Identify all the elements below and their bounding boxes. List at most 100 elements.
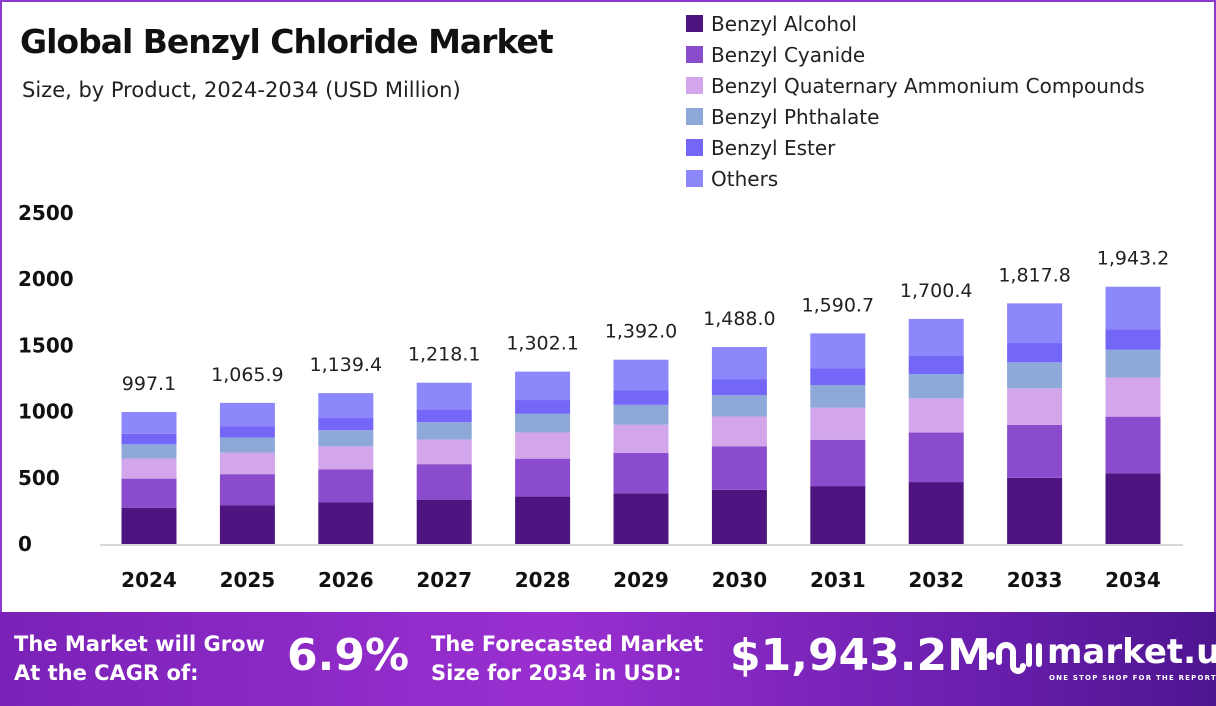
y-tick-label: 2500 (18, 201, 74, 225)
footer-banner: The Market will Grow At the CAGR of: 6.9%… (0, 612, 1216, 706)
bar-segment (515, 400, 571, 414)
bar-segment (219, 474, 275, 506)
bar-segment (1105, 349, 1161, 378)
bar-segment (613, 404, 669, 425)
brand-tagline: ONE STOP SHOP FOR THE REPORTS (1049, 674, 1216, 682)
x-tick-label: 2031 (810, 568, 866, 592)
bar-total-label: 1,302.1 (506, 333, 579, 355)
bar-segment (1105, 416, 1161, 474)
stacked-bar-chart: 0 500 1000 1500 2000 2500 997.1 2024 1,065.9 2025… (18, 201, 1183, 592)
x-tick-label: 2029 (613, 568, 669, 592)
y-tick-label: 2000 (18, 267, 74, 291)
bar-segment (515, 496, 571, 544)
legend-label: Benzyl Phthalate (711, 104, 880, 129)
x-tick-label: 2033 (1007, 568, 1063, 592)
y-tick-label: 1000 (18, 400, 74, 424)
x-tick-label: 2028 (515, 568, 571, 592)
chart-subtitle: Size, by Product, 2024-2034 (USD Million… (22, 78, 461, 102)
bar-segment (416, 439, 472, 465)
bar-segment (416, 499, 472, 544)
bar-segment (711, 395, 767, 417)
x-tick-label: 2027 (416, 568, 472, 592)
cagr-label-line2: At the CAGR of: (14, 661, 199, 685)
legend-item: Others (686, 163, 1145, 194)
x-tick-label: 2025 (220, 568, 276, 592)
bar-segment (318, 502, 374, 544)
bar-segment (219, 437, 275, 453)
bar-segment (711, 416, 767, 447)
chart-title: Global Benzyl Chloride Market (20, 22, 554, 61)
bar-segment (121, 433, 177, 445)
bar-segment (810, 384, 866, 408)
bar-total-label: 1,065.9 (211, 364, 284, 386)
bar-segment (1007, 303, 1063, 344)
logo-mark-icon (987, 642, 1042, 674)
bar-segment (416, 464, 472, 500)
legend-label: Benzyl Cyanide (711, 42, 866, 67)
bar-segment (1007, 388, 1063, 425)
bar-segment (613, 390, 669, 405)
cagr-value: 6.9% (287, 630, 410, 681)
bar-segment (219, 452, 275, 475)
brand-name: market.us (1047, 632, 1216, 672)
bar-segment (318, 469, 374, 503)
bar-segment (515, 432, 571, 459)
bar-segment (1105, 473, 1161, 544)
bar-segment (613, 452, 669, 494)
forecast-label-line1: The Forecasted Market (431, 632, 704, 656)
legend-swatch (686, 46, 703, 63)
bar-segment (121, 411, 177, 434)
bar-segment (1105, 377, 1161, 417)
x-tick-label: 2034 (1105, 568, 1161, 592)
bar-segment (810, 486, 866, 544)
legend-label: Others (711, 166, 779, 191)
x-tick-label: 2024 (121, 568, 177, 592)
y-tick-label: 500 (18, 466, 60, 490)
legend-label: Benzyl Alcohol (711, 11, 857, 36)
x-tick-label: 2026 (318, 568, 374, 592)
bar-segment (1105, 329, 1161, 350)
bar-segment (908, 356, 964, 375)
bar-segment (711, 489, 767, 544)
legend-item: Benzyl Phthalate (686, 101, 1145, 132)
bar-segment (613, 424, 669, 453)
legend-swatch (686, 139, 703, 156)
legend-label: Benzyl Quaternary Ammonium Compounds (711, 73, 1145, 98)
bar-segment (1007, 424, 1063, 478)
bar-segment (613, 493, 669, 544)
bar-segment (219, 426, 275, 438)
bar-total-label: 1,488.0 (703, 308, 776, 330)
bar-total-label: 997.1 (122, 373, 176, 395)
bar-segment (121, 458, 177, 479)
bar-segment (613, 359, 669, 391)
bar-total-label: 1,817.8 (998, 264, 1071, 286)
bar-segment (908, 318, 964, 357)
bar-segment (1007, 343, 1063, 363)
x-tick-label: 2032 (908, 568, 964, 592)
bar-segment (810, 368, 866, 385)
bar-segment (1007, 477, 1063, 544)
bar-segment (1007, 362, 1063, 389)
bar-segment (416, 382, 472, 410)
legend-swatch (686, 170, 703, 187)
bar-segment (219, 402, 275, 427)
bar-segment (810, 333, 866, 369)
bar-segment (908, 432, 964, 483)
y-tick-label: 0 (18, 532, 32, 556)
bar-segment (515, 458, 571, 497)
bar-segment (1105, 286, 1161, 330)
bar-segment (318, 418, 374, 431)
bar-segment (711, 446, 767, 490)
bar-segment (416, 409, 472, 423)
legend-item: Benzyl Cyanide (686, 39, 1145, 70)
bar-segment (416, 422, 472, 440)
bar-total-label: 1,139.4 (310, 354, 383, 376)
bar-total-label: 1,590.7 (802, 294, 875, 316)
bar-segment (318, 446, 374, 470)
bar-total-label: 1,218.1 (408, 344, 481, 366)
cagr-label-line1: The Market will Grow (14, 632, 265, 656)
y-tick-label: 1500 (18, 333, 74, 357)
legend-item: Benzyl Alcohol (686, 8, 1145, 39)
bar-segment (121, 444, 177, 459)
forecast-value: $1,943.2M (730, 630, 991, 681)
